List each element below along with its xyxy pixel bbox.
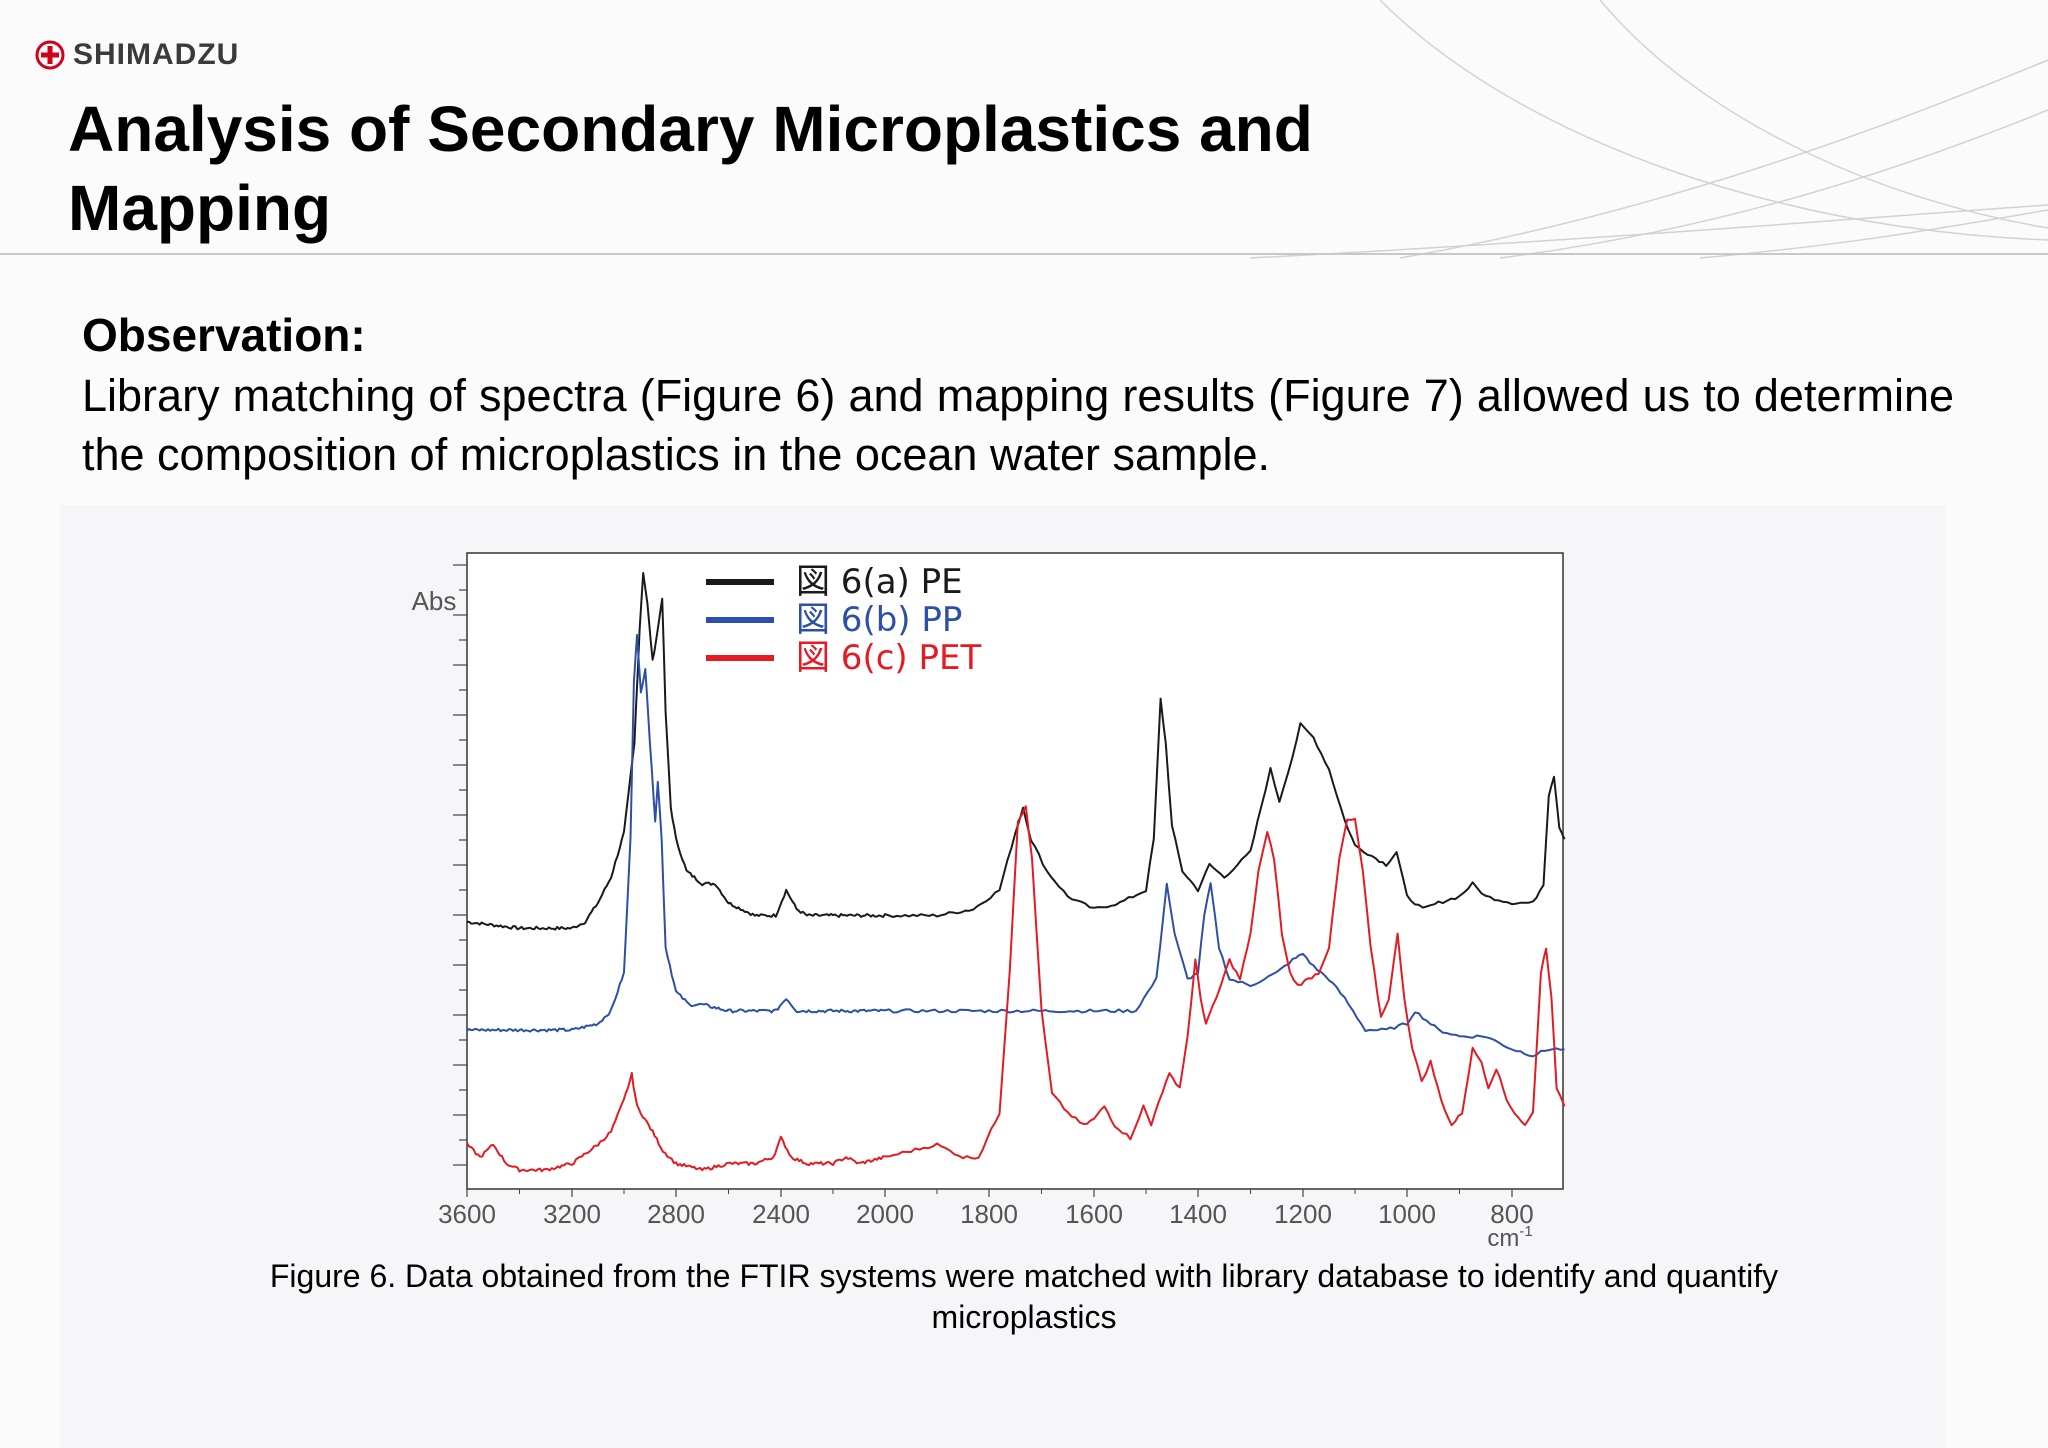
x-tick-label: 1600 (1065, 1199, 1123, 1229)
x-tick-label: 1800 (960, 1199, 1018, 1229)
x-tick-label: 1200 (1274, 1199, 1332, 1229)
ftir-spectra-chart: 3600 3200 2800 2400 2000 1800 1600 1400 1200 1000… (412, 552, 1566, 1252)
x-tick-label: 1000 (1378, 1199, 1436, 1229)
x-tick-label: 3200 (543, 1199, 601, 1229)
brand-logo: SHIMADZU (35, 38, 239, 72)
observation-heading: Observation: (82, 309, 366, 361)
x-axis-label: cm-1 (1487, 1223, 1532, 1252)
decorative-background-curves (1249, 0, 2048, 259)
figure-caption: Figure 6. Data obtained from the FTIR sy… (269, 1258, 1779, 1335)
title-divider (0, 253, 2048, 255)
x-tick-label: 1400 (1169, 1199, 1227, 1229)
y-axis-label: Abs (412, 586, 457, 616)
x-tick-label: 800 (1490, 1199, 1533, 1229)
legend-label: 図 6(c) PET (796, 638, 981, 678)
observation-text: Library matching of spectra (Figure 6) a… (82, 370, 1954, 480)
series-line-2 (466, 805, 1566, 1173)
page-title: Analysis of Secondary Microplastics and … (68, 93, 1313, 244)
x-tick-label: 2800 (647, 1199, 705, 1229)
x-tick-label: 2400 (752, 1199, 810, 1229)
x-tick-label: 2000 (856, 1199, 914, 1229)
brand-name: SHIMADZU (73, 38, 240, 71)
legend-label: 図 6(b) PP (796, 600, 962, 640)
legend-label: 図 6(a) PE (796, 562, 963, 602)
series-line-1 (466, 633, 1565, 1058)
shimadzu-cross-logo-icon (35, 40, 65, 70)
series-line-0 (467, 572, 1566, 931)
x-tick-label: 3600 (438, 1199, 496, 1229)
